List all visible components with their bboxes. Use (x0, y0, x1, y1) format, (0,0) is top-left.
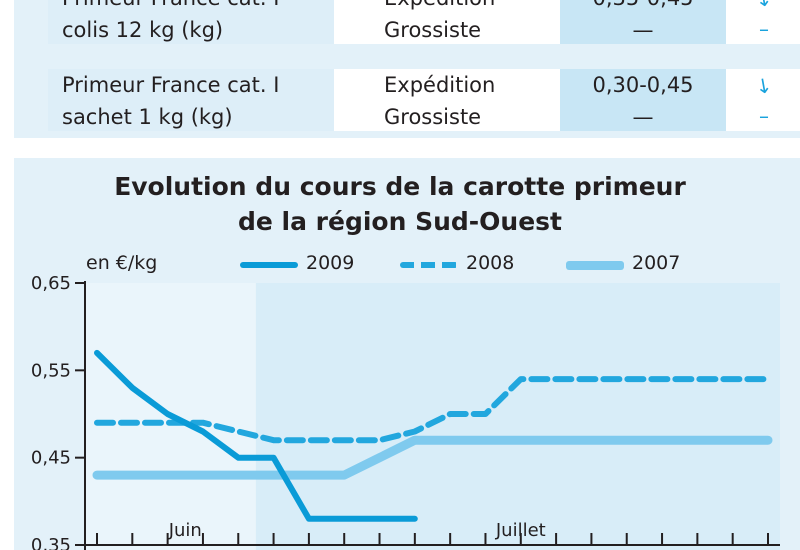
table-row: Primeur France cat. I sachet 1 kg (kg) E… (48, 69, 800, 131)
market-stage-secondary: Grossiste (384, 18, 482, 42)
price-range: 0,30-0,45 (592, 73, 694, 97)
market-cell: Expédition Grossiste (338, 0, 558, 44)
chart-title: Evolution du cours de la carotte primeur (114, 172, 686, 201)
legend-swatch-2009 (240, 262, 298, 268)
price-range: 0,35-0,45 (560, 0, 726, 14)
market-stage-secondary: Grossiste (384, 105, 482, 129)
trend-stable-icon: – (759, 17, 769, 41)
legend-swatch-2008 (400, 262, 458, 268)
market-stage: Expédition (384, 0, 558, 14)
plot-shaded-region (255, 283, 781, 550)
market-cell: Expédition Grossiste (338, 69, 558, 131)
product-packaging: sachet 1 kg (kg) (62, 105, 233, 129)
trend-cell: ↘ – (728, 0, 800, 44)
price-cell: 0,30-0,45 — (560, 69, 726, 131)
y-tick-label: 0,65 (31, 273, 71, 294)
chart-subtitle: de la région Sud-Ouest (237, 207, 563, 236)
trend-stable-icon: – (759, 104, 769, 128)
price-cell: 0,35-0,45 — (560, 0, 726, 44)
legend-swatch-2007 (566, 260, 624, 270)
y-tick-label: 0,35 (31, 535, 71, 550)
product-name: Primeur France cat. I (62, 0, 334, 14)
price-secondary: — (632, 105, 654, 129)
price-secondary: — (632, 18, 654, 42)
price-table: Primeur France cat. I colis 12 kg (kg) E… (14, 0, 800, 138)
series-line-2008 (94, 376, 771, 444)
x-axis-label: Juin (168, 520, 202, 541)
y-tick-label: 0,55 (31, 360, 71, 381)
series-line-2007 (92, 435, 773, 480)
legend-label-2008: 2008 (466, 252, 515, 274)
trend-cell: ↘ – (728, 69, 800, 131)
series-line-2009 (94, 349, 418, 522)
legend-label-2007: 2007 (632, 252, 681, 274)
market-stage: Expédition (384, 73, 496, 97)
y-axis-unit-label: en €/kg (86, 252, 158, 274)
product-name: Primeur France cat. I (62, 73, 280, 97)
product-packaging: colis 12 kg (kg) (62, 18, 224, 42)
y-tick-label: 0,45 (31, 448, 71, 469)
product-cell: Primeur France cat. I sachet 1 kg (kg) (48, 69, 334, 131)
table-row: Primeur France cat. I colis 12 kg (kg) E… (48, 0, 800, 44)
product-cell: Primeur France cat. I colis 12 kg (kg) (48, 0, 334, 44)
x-axis-label: Juillet (495, 520, 546, 541)
legend-label-2009: 2009 (306, 252, 355, 274)
